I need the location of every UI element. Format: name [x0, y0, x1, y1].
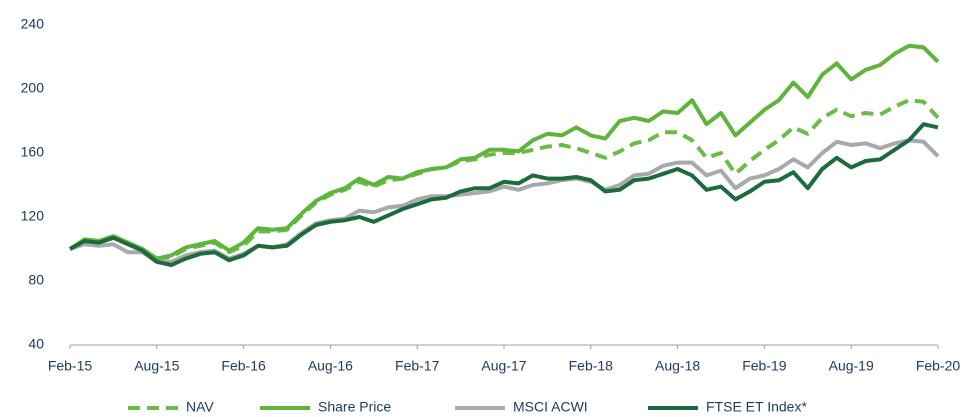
x-tick-label: Feb-20: [916, 358, 961, 374]
legend-label: NAV: [186, 399, 214, 415]
x-tick-label: Feb-15: [48, 358, 93, 374]
legend-item: FTSE ET Index*: [648, 399, 807, 415]
legend-item: MSCI ACWI: [455, 399, 588, 415]
y-tick-label: 40: [28, 336, 44, 352]
y-tick-label: 160: [21, 144, 45, 160]
x-tick-label: Feb-17: [395, 358, 440, 374]
x-tick-label: Aug-17: [481, 358, 526, 374]
series-line: [69, 98, 940, 261]
legend-item: NAV: [128, 399, 214, 415]
series-line: [68, 43, 940, 261]
legend-item: Share Price: [260, 399, 391, 415]
y-tick-label: 80: [28, 272, 44, 288]
x-tick-label: Aug-18: [655, 358, 700, 374]
legend-label: Share Price: [318, 399, 391, 415]
y-tick-label: 240: [21, 16, 45, 32]
x-tick-label: Aug-16: [308, 358, 353, 374]
series-line: [69, 122, 939, 267]
x-tick-label: Aug-15: [134, 358, 179, 374]
legend-label: MSCI ACWI: [513, 399, 588, 415]
x-tick-label: Feb-18: [569, 358, 614, 374]
x-tick-label: Feb-19: [742, 358, 787, 374]
y-tick-label: 120: [21, 208, 45, 224]
legend-label: FTSE ET Index*: [706, 399, 807, 415]
y-tick-label: 200: [21, 80, 45, 96]
x-tick-label: Aug-19: [829, 358, 874, 374]
x-tick-label: Feb-16: [221, 358, 266, 374]
